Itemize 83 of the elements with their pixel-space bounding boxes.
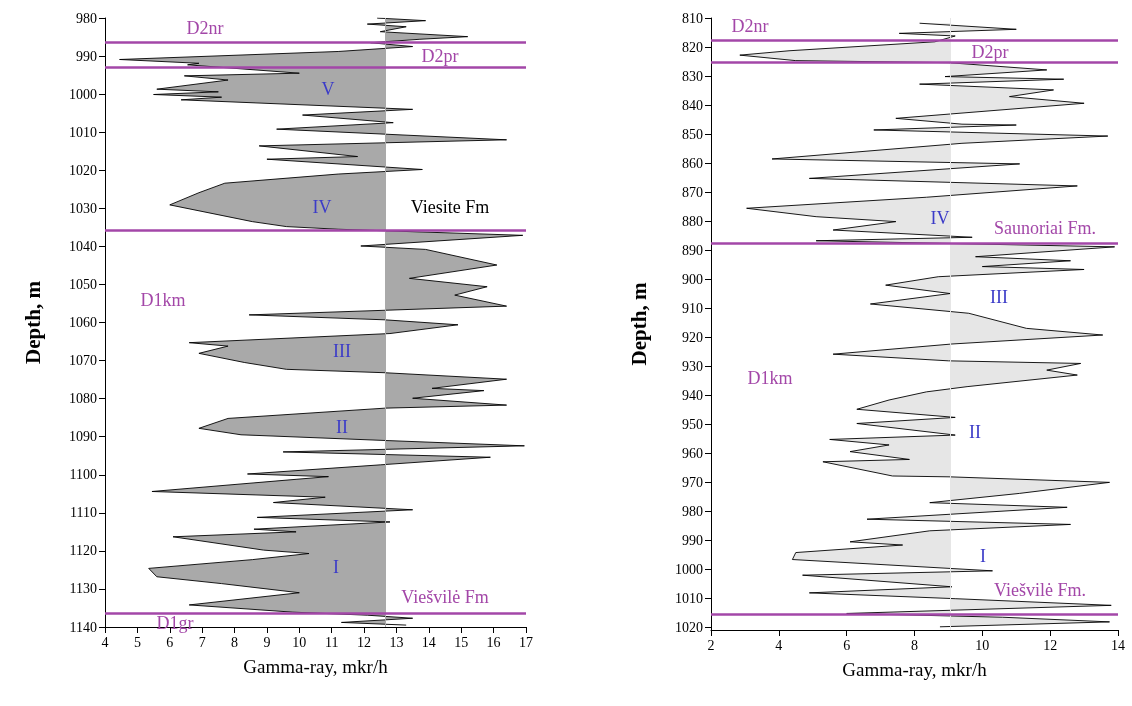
y-tick-label: 1020 bbox=[69, 162, 97, 178]
annotation: D1km bbox=[140, 290, 186, 310]
y-tick-label: 860 bbox=[682, 155, 703, 171]
x-tick-label: 6 bbox=[843, 637, 851, 653]
y-tick-label: 820 bbox=[682, 39, 703, 55]
annotation: I bbox=[980, 546, 986, 566]
y-tick-label: 840 bbox=[682, 97, 703, 113]
y-tick-label: 1070 bbox=[69, 353, 97, 369]
annotation: V bbox=[321, 79, 335, 99]
x-tick-label: 14 bbox=[421, 634, 436, 650]
y-tick-label: 1020 bbox=[675, 619, 703, 635]
y-tick-label: 980 bbox=[76, 10, 97, 26]
y-tick-label: 1050 bbox=[69, 276, 97, 292]
y-tick-label: 1080 bbox=[69, 391, 97, 407]
y-tick-label: 1010 bbox=[675, 590, 703, 606]
annotation: D2pr bbox=[971, 42, 1009, 62]
x-axis-title: Gamma-ray, mkr/h bbox=[842, 659, 988, 680]
y-tick-label: 930 bbox=[682, 358, 703, 374]
x-tick-label: 9 bbox=[263, 634, 271, 650]
y-tick-label: 1120 bbox=[69, 543, 97, 559]
x-tick-label: 4 bbox=[775, 637, 783, 653]
y-axis-title: Depth, m bbox=[626, 282, 651, 366]
y-tick-label: 880 bbox=[682, 213, 703, 229]
annotation: IV bbox=[312, 197, 332, 217]
x-tick-label: 10 bbox=[292, 634, 307, 650]
y-tick-label: 1040 bbox=[69, 238, 97, 254]
annotation: II bbox=[969, 422, 981, 442]
y-tick-label: 1030 bbox=[69, 200, 97, 216]
annotation: D2nr bbox=[731, 16, 769, 36]
x-tick-label: 12 bbox=[357, 634, 372, 650]
y-tick-label: 980 bbox=[682, 503, 703, 519]
x-tick-label: 6 bbox=[166, 634, 174, 650]
y-tick-label: 970 bbox=[682, 474, 703, 490]
y-tick-label: 990 bbox=[76, 48, 97, 64]
y-tick-label: 1110 bbox=[70, 505, 97, 521]
y-tick-label: 1010 bbox=[69, 124, 97, 140]
y-tick-label: 890 bbox=[682, 242, 703, 258]
x-tick-label: 13 bbox=[389, 634, 404, 650]
annotation: III bbox=[990, 287, 1008, 307]
y-tick-label: 1130 bbox=[69, 581, 97, 597]
annotation: IV bbox=[930, 208, 950, 228]
y-tick-label: 870 bbox=[682, 184, 703, 200]
x-tick-label: 17 bbox=[519, 634, 533, 650]
annotation: Saunoriai Fm. bbox=[994, 218, 1096, 238]
x-tick-label: 15 bbox=[454, 634, 469, 650]
annotation: Viešvilė Fm. bbox=[994, 580, 1086, 600]
x-tick-label: 4 bbox=[101, 634, 109, 650]
annotation: III bbox=[333, 341, 351, 361]
y-tick-label: 900 bbox=[682, 271, 703, 287]
y-tick-label: 1100 bbox=[69, 467, 97, 483]
y-tick-label: 920 bbox=[682, 329, 703, 345]
annotation: D1km bbox=[747, 368, 793, 388]
y-tick-label: 810 bbox=[682, 10, 703, 26]
x-tick-label: 8 bbox=[231, 634, 239, 650]
x-tick-label: 2 bbox=[707, 637, 715, 653]
x-tick-label: 8 bbox=[911, 637, 918, 653]
y-axis-title: Depth, m bbox=[20, 280, 45, 364]
y-tick-label: 940 bbox=[682, 387, 703, 403]
y-tick-label: 1000 bbox=[675, 561, 703, 577]
y-tick-label: 1000 bbox=[69, 86, 97, 102]
x-tick-label: 11 bbox=[324, 634, 339, 650]
annotation: II bbox=[336, 417, 348, 437]
y-tick-label: 1140 bbox=[69, 619, 97, 635]
x-tick-label: 12 bbox=[1043, 637, 1058, 653]
x-tick-label: 14 bbox=[1111, 637, 1125, 653]
annotation: I bbox=[333, 557, 339, 577]
y-tick-label: 1090 bbox=[69, 429, 97, 445]
annotation: Viesite Fm bbox=[410, 197, 490, 217]
y-tick-label: 990 bbox=[682, 532, 703, 548]
annotation: Viešvilė Fm bbox=[401, 587, 489, 607]
y-tick-label: 1060 bbox=[69, 315, 97, 330]
y-tick-label: 850 bbox=[682, 126, 703, 142]
x-tick-label: 16 bbox=[486, 634, 501, 650]
y-tick-label: 950 bbox=[682, 416, 703, 432]
x-axis-title: Gamma-ray, mkr/h bbox=[243, 656, 389, 677]
annotation: D2pr bbox=[421, 46, 459, 66]
x-tick-label: 10 bbox=[975, 637, 990, 653]
y-tick-label: 910 bbox=[682, 300, 703, 316]
annotation: D2nr bbox=[186, 18, 224, 38]
x-tick-label: 5 bbox=[133, 634, 141, 650]
y-tick-label: 830 bbox=[682, 68, 703, 84]
x-tick-label: 7 bbox=[198, 634, 206, 650]
y-tick-label: 960 bbox=[682, 445, 703, 461]
